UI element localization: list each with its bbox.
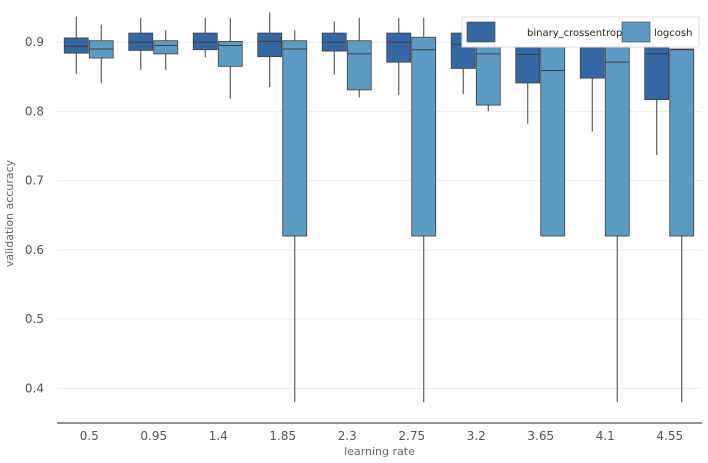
boxes bbox=[63, 12, 695, 403]
box-body bbox=[282, 40, 308, 237]
box-logcosh-2.3 bbox=[346, 17, 372, 98]
y-tick-label: 0.6 bbox=[25, 243, 44, 257]
legend-swatch-binary-crossentropy bbox=[466, 21, 496, 43]
x-axis-title: learning rate bbox=[344, 445, 415, 458]
box-logcosh-1.85 bbox=[282, 30, 308, 403]
box-body bbox=[257, 32, 283, 58]
y-axis-title: validation accuracy bbox=[3, 159, 16, 267]
y-tick-label: 0.4 bbox=[25, 381, 44, 395]
x-tick-label: 0.5 bbox=[80, 429, 99, 443]
box-logcosh-0.95 bbox=[153, 30, 179, 70]
x-tick-label: 4.55 bbox=[656, 429, 683, 443]
y-tick-labels: 0.4 0.5 0.6 0.7 0.8 0.9 bbox=[25, 35, 44, 395]
legend-swatch-logcosh bbox=[621, 21, 651, 43]
x-tick-label: 3.2 bbox=[467, 429, 486, 443]
legend-label-binary-crossentropy: binary_crossentropy bbox=[527, 28, 628, 39]
box-binary_crossentropy-1.85 bbox=[257, 12, 283, 88]
box-body bbox=[386, 32, 412, 63]
box-body bbox=[346, 40, 372, 91]
box-logcosh-3.65 bbox=[540, 28, 566, 237]
x-tick-label: 4.1 bbox=[596, 429, 615, 443]
x-tick-label: 3.65 bbox=[527, 429, 554, 443]
box-binary_crossentropy-4.55 bbox=[644, 31, 670, 155]
box-body bbox=[411, 36, 437, 237]
box-logcosh-4.1 bbox=[604, 24, 630, 403]
box-body bbox=[192, 32, 218, 51]
x-tick-label: 2.3 bbox=[338, 429, 357, 443]
box-logcosh-1.4 bbox=[217, 17, 243, 99]
x-tick-label: 2.75 bbox=[398, 429, 425, 443]
legend-label-logcosh: logcosh bbox=[654, 28, 692, 39]
x-tick-label: 1.4 bbox=[209, 429, 228, 443]
y-tick-label: 0.8 bbox=[25, 104, 44, 118]
box-binary_crossentropy-2.75 bbox=[386, 17, 412, 95]
box-body bbox=[153, 40, 179, 55]
y-tick-label: 0.9 bbox=[25, 35, 44, 49]
box-body bbox=[604, 36, 630, 237]
x-tick-label: 1.85 bbox=[269, 429, 296, 443]
y-tick-label: 0.7 bbox=[25, 174, 44, 188]
box-binary_crossentropy-1.4 bbox=[192, 17, 218, 58]
box-binary_crossentropy-0.95 bbox=[128, 17, 154, 70]
x-tick-label: 0.95 bbox=[140, 429, 167, 443]
box-binary_crossentropy-0.5 bbox=[63, 16, 89, 74]
box-body bbox=[644, 40, 670, 100]
x-tick-labels: 0.5 0.95 1.4 1.85 2.3 2.75 3.2 3.65 4.1 4.55 bbox=[80, 429, 683, 443]
box-binary_crossentropy-2.3 bbox=[321, 21, 347, 75]
box-logcosh-3.2 bbox=[475, 28, 501, 112]
box-body bbox=[669, 48, 695, 237]
box-logcosh-4.55 bbox=[669, 48, 695, 403]
box-body bbox=[63, 37, 89, 54]
box-body bbox=[540, 40, 566, 237]
y-tick-label: 0.5 bbox=[25, 312, 44, 326]
box-logcosh-0.5 bbox=[88, 24, 114, 83]
legend: binary_crossentropy logcosh bbox=[461, 16, 700, 48]
box-logcosh-2.75 bbox=[411, 17, 437, 403]
box-body bbox=[475, 40, 501, 106]
legend-frame bbox=[461, 16, 700, 48]
